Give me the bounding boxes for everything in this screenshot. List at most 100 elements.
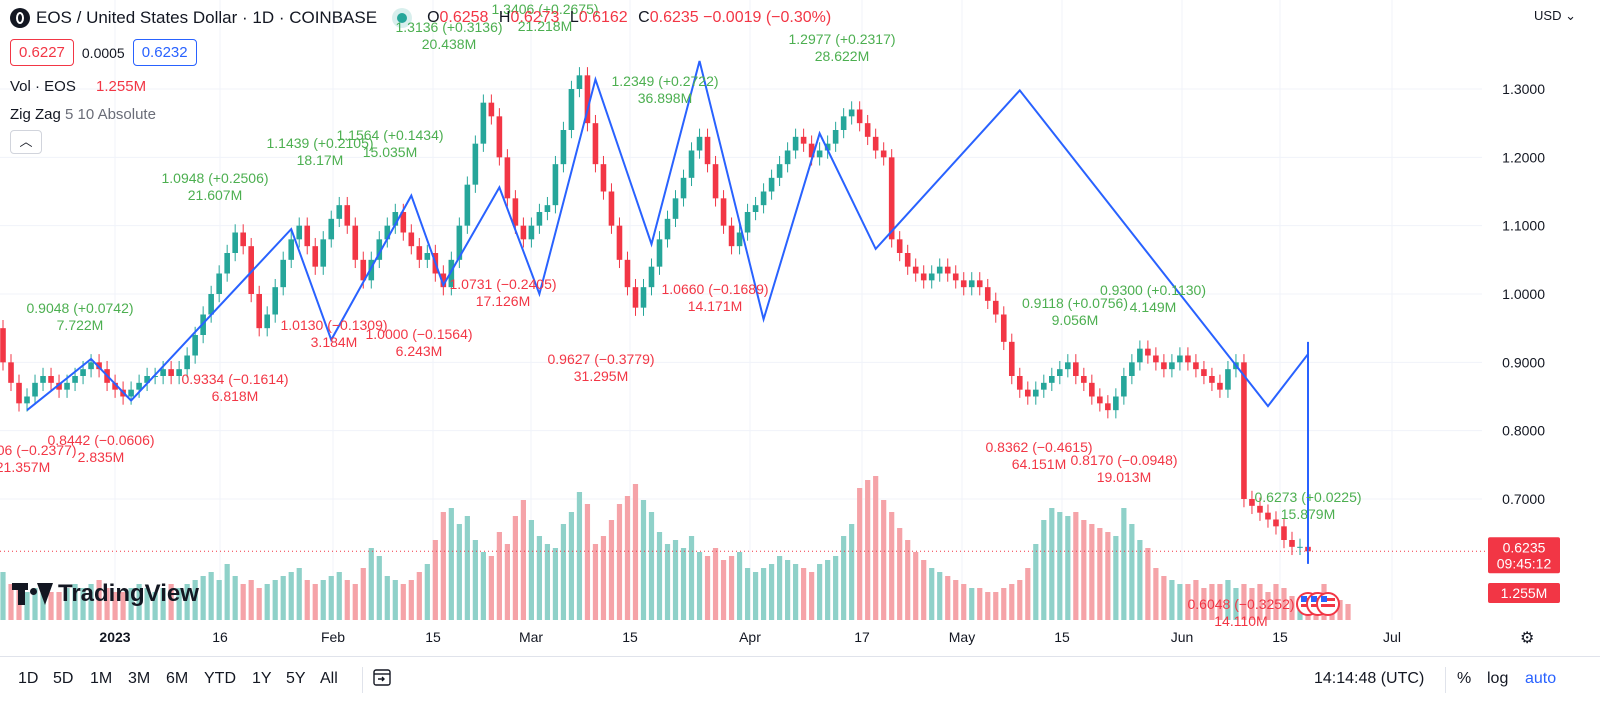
candle[interactable]	[1113, 388, 1119, 419]
candle[interactable]	[520, 217, 527, 248]
candle[interactable]	[56, 374, 62, 398]
candle[interactable]	[264, 306, 271, 337]
candle[interactable]	[392, 203, 399, 234]
candle[interactable]	[1121, 367, 1127, 405]
ask-price-button[interactable]: 0.6232	[132, 39, 197, 66]
candle[interactable]	[88, 354, 94, 378]
candle[interactable]	[184, 347, 190, 378]
candle[interactable]	[568, 80, 575, 139]
candle[interactable]	[480, 94, 487, 152]
candle[interactable]	[304, 217, 311, 255]
candle[interactable]	[344, 196, 351, 234]
candle[interactable]	[376, 231, 383, 269]
candle[interactable]	[840, 108, 847, 139]
candle[interactable]	[880, 142, 887, 166]
candle[interactable]	[1201, 360, 1207, 385]
candle[interactable]	[1225, 360, 1231, 398]
candle[interactable]	[1153, 347, 1159, 371]
candle[interactable]	[1249, 490, 1255, 515]
candle[interactable]	[856, 101, 863, 132]
symbol-title[interactable]: EOS / United States Dollar · 1D · COINBA…	[36, 8, 378, 27]
chart-settings-gear-icon[interactable]: ⚙	[1520, 630, 1535, 647]
auto-scale-toggle[interactable]: auto	[1525, 670, 1557, 687]
candle[interactable]	[384, 217, 391, 248]
candle[interactable]	[496, 108, 503, 166]
candle[interactable]	[616, 217, 623, 269]
candle[interactable]	[312, 237, 319, 275]
range-5d-button[interactable]: 5D	[53, 670, 74, 687]
candle[interactable]	[776, 155, 783, 187]
candle[interactable]	[760, 183, 767, 214]
candle[interactable]	[96, 354, 102, 378]
candle[interactable]	[336, 196, 343, 228]
candle[interactable]	[440, 265, 447, 296]
range-1y-button[interactable]: 1Y	[252, 670, 272, 687]
candle[interactable]	[48, 367, 54, 392]
calendar-range-icon[interactable]	[372, 667, 392, 687]
candle[interactable]	[624, 251, 631, 296]
candle[interactable]	[1040, 374, 1047, 398]
range-all-button[interactable]: All	[320, 670, 338, 687]
candle[interactable]	[960, 272, 967, 296]
candle[interactable]	[488, 94, 495, 125]
candle[interactable]	[504, 149, 511, 207]
candle[interactable]	[608, 183, 615, 234]
candle[interactable]	[904, 244, 911, 275]
candle[interactable]	[632, 278, 639, 316]
candle[interactable]	[1209, 367, 1215, 392]
candle[interactable]	[800, 128, 807, 152]
candle[interactable]	[1000, 306, 1007, 351]
candle[interactable]	[280, 251, 287, 296]
candle[interactable]	[144, 367, 150, 392]
candle[interactable]	[448, 251, 455, 296]
candle[interactable]	[472, 135, 479, 193]
candle[interactable]	[680, 169, 687, 207]
candle[interactable]	[752, 196, 759, 221]
candle[interactable]	[1193, 354, 1199, 378]
candle[interactable]	[40, 367, 46, 392]
candle[interactable]	[792, 128, 799, 159]
candle[interactable]	[368, 251, 375, 289]
candle[interactable]	[296, 217, 303, 248]
candle[interactable]	[768, 169, 775, 200]
candle[interactable]	[272, 278, 279, 323]
candle[interactable]	[8, 354, 14, 392]
candle[interactable]	[656, 231, 663, 275]
candle[interactable]	[1032, 381, 1039, 405]
candle[interactable]	[696, 128, 703, 159]
candle[interactable]	[600, 155, 607, 200]
volume-indicator-legend[interactable]: Vol · EOS 1.255M	[10, 78, 146, 95]
candle[interactable]	[352, 217, 359, 269]
candle[interactable]	[1177, 347, 1183, 371]
candle[interactable]	[1073, 354, 1079, 385]
candle[interactable]	[992, 292, 999, 323]
economic-events-flag-icon[interactable]	[1296, 592, 1340, 616]
candle[interactable]	[640, 278, 647, 316]
candle[interactable]	[728, 217, 735, 255]
candle[interactable]	[168, 360, 174, 385]
candle[interactable]	[816, 142, 823, 166]
candle[interactable]	[1016, 367, 1023, 398]
candle[interactable]	[1241, 354, 1247, 508]
candle[interactable]	[944, 258, 951, 282]
candle[interactable]	[1057, 360, 1063, 385]
currency-selector[interactable]: USD ⌄	[1534, 8, 1576, 24]
candle[interactable]	[1273, 511, 1279, 535]
candle[interactable]	[1289, 531, 1295, 556]
range-1m-button[interactable]: 1M	[90, 670, 113, 687]
range-5y-button[interactable]: 5Y	[286, 670, 306, 687]
candle[interactable]	[968, 272, 975, 296]
candle[interactable]	[16, 374, 22, 412]
candle[interactable]	[1137, 340, 1143, 371]
candle[interactable]	[216, 265, 222, 303]
candle[interactable]	[560, 121, 567, 173]
range-6m-button[interactable]: 6M	[166, 670, 189, 687]
candle[interactable]	[664, 210, 671, 248]
candle[interactable]	[592, 114, 599, 173]
utc-clock[interactable]: 14:14:48 (UTC)	[1314, 670, 1425, 687]
candle[interactable]	[248, 237, 254, 303]
candle[interactable]	[424, 244, 431, 269]
candle[interactable]	[976, 272, 983, 296]
candle[interactable]	[952, 265, 959, 289]
candle[interactable]	[832, 121, 839, 152]
